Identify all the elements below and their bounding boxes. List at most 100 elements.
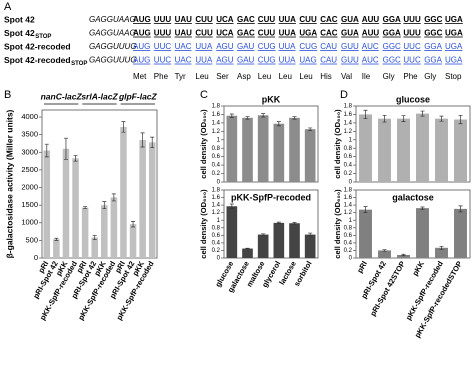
codon: CAC	[320, 29, 338, 38]
amino-acid: His	[320, 72, 332, 81]
row-name: Spot 42-recoded	[4, 41, 71, 51]
bar	[435, 247, 448, 258]
y-tick-label: 0.6	[212, 233, 221, 239]
y-axis-label: cell density (OD₆₀₀)	[199, 189, 208, 259]
panel-label: B	[4, 89, 11, 101]
error-bar	[140, 132, 145, 148]
y-tick-label: 0.2	[212, 248, 221, 254]
y-tick-label: 0.4	[344, 163, 353, 169]
y-tick-label: 0	[217, 180, 221, 186]
y-tick-label: 1.8	[212, 104, 221, 110]
bar	[53, 239, 60, 258]
chart-title: galactose	[392, 192, 434, 202]
error-bar	[83, 206, 88, 210]
error-bar	[63, 137, 68, 160]
error-bar	[420, 110, 425, 117]
y-tick-label: 2000	[21, 183, 38, 192]
error-bar	[382, 249, 387, 252]
codon: CAU	[320, 56, 337, 65]
codon: UUU	[154, 29, 172, 38]
bar	[43, 150, 51, 258]
prefix: GAGGUUUG	[89, 42, 137, 51]
error-bar	[439, 115, 444, 122]
y-tick-label: 0.4	[212, 163, 221, 169]
y-tick-label: 1	[217, 218, 221, 224]
y-tick-label: 1000	[21, 218, 38, 227]
codon: UCA	[216, 15, 234, 24]
y-tick-label: 1.4	[212, 120, 221, 126]
codon: CUG	[258, 42, 276, 51]
amino-acid: Gly	[383, 72, 395, 81]
y-tick-label: 0.2	[344, 171, 353, 177]
y-tick-label: 0.6	[212, 154, 221, 160]
bar	[435, 118, 448, 182]
error-bar	[121, 121, 126, 133]
y-tick-label: 0.4	[344, 240, 353, 246]
amino-acid: Asp	[237, 72, 251, 81]
y-tick-label: 0	[217, 256, 221, 262]
row-name-subscript: STOP	[71, 61, 87, 67]
codon: GGA	[424, 42, 442, 51]
y-tick-label: 1.4	[212, 203, 221, 209]
codon: GAU	[237, 42, 255, 51]
bar	[304, 129, 316, 182]
codon: AUU	[362, 15, 380, 24]
codon: AUG	[133, 42, 150, 51]
codon: AUG	[133, 56, 150, 65]
error-bar	[73, 155, 78, 162]
error-bar	[401, 253, 406, 257]
amino-acid: Stop	[445, 72, 462, 81]
error-bar	[102, 201, 107, 210]
amino-acid: Leu	[195, 72, 208, 81]
y-tick-label: 3000	[21, 147, 38, 156]
panel-label: A	[4, 1, 12, 13]
error-bar	[44, 143, 49, 158]
plot-frame	[41, 109, 158, 259]
error-bar	[401, 115, 406, 122]
codon: UUA	[279, 56, 297, 65]
x-tick-label: pKK	[410, 259, 426, 277]
codon: CUG	[299, 42, 317, 51]
bar	[62, 148, 70, 258]
y-tick-label: 1.8	[344, 188, 353, 194]
amino-acid: Leu	[279, 72, 292, 81]
codon: UGA	[445, 56, 463, 65]
codon: UUU	[154, 15, 172, 24]
y-tick-label: 1.2	[212, 129, 221, 135]
codon: GAC	[237, 15, 255, 24]
y-axis-label: cell density (OD₆₀₀)	[199, 109, 208, 179]
codon: CUU	[195, 29, 213, 38]
codon: UUA	[279, 15, 297, 24]
error-bar	[420, 206, 425, 210]
y-tick-label: 1500	[21, 200, 38, 209]
bar	[81, 207, 89, 258]
y-tick-label: 0	[34, 253, 38, 262]
error-bar	[261, 233, 266, 236]
y-tick-label: 0.8	[212, 225, 221, 231]
y-tick-label: 1.6	[344, 195, 353, 201]
bar	[242, 117, 253, 182]
y-tick-label: 0.6	[344, 154, 353, 160]
codon: UCA	[216, 29, 234, 38]
codon: CAU	[320, 42, 337, 51]
bar	[378, 118, 391, 182]
codon: AUG	[133, 15, 151, 24]
amino-acid: Leu	[258, 72, 271, 81]
y-tick-label: 1.6	[212, 195, 221, 201]
amino-acid: Met	[133, 72, 147, 81]
codon: GAU	[237, 56, 255, 65]
codon: CUU	[258, 29, 276, 38]
codon: UUC	[403, 42, 421, 51]
y-tick-label: 0.6	[344, 233, 353, 239]
codon: AUC	[362, 56, 379, 65]
y-tick-label: 0.4	[212, 240, 221, 246]
codon: UGA	[445, 29, 463, 38]
bar	[289, 117, 300, 182]
codon: GUU	[341, 42, 359, 51]
y-tick-label: 1.2	[344, 129, 353, 135]
y-tick-label: 1.4	[344, 120, 353, 126]
error-bar	[292, 222, 297, 225]
error-bar	[245, 247, 250, 250]
y-tick-label: 0.8	[212, 146, 221, 152]
